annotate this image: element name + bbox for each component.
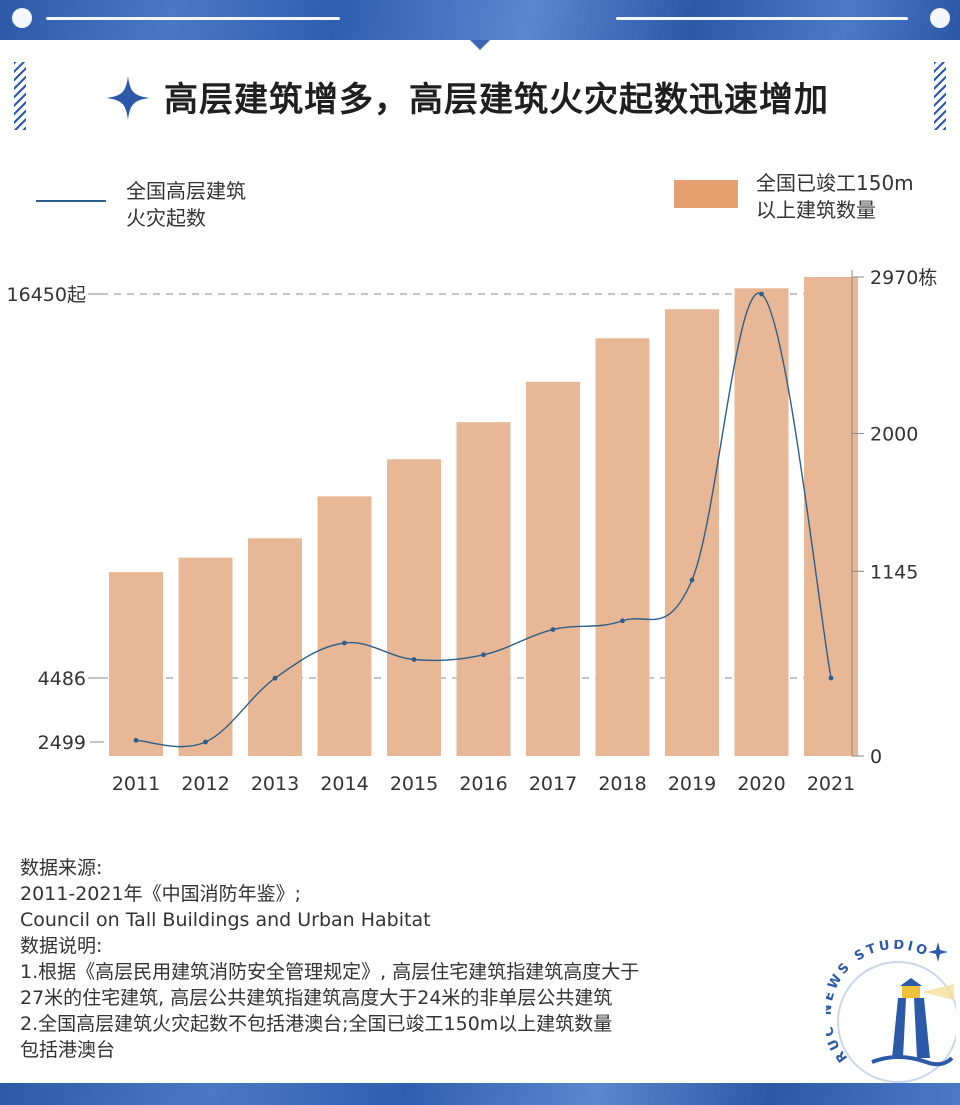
banner-line-right (616, 17, 908, 20)
star-icon (106, 76, 150, 120)
x-tick-label: 2012 (181, 773, 229, 795)
hatch-decoration-right (934, 62, 946, 130)
banner-notch (470, 40, 490, 50)
bar-2021 (804, 277, 858, 756)
bar-2011 (109, 572, 163, 756)
bar-2020 (734, 288, 789, 756)
source-line: 2011-2021年《中国消防年鉴》; (20, 883, 301, 905)
point-2011 (133, 737, 139, 743)
x-tick-label: 2017 (529, 773, 577, 795)
top-banner (0, 0, 960, 40)
banner-dot-left (12, 8, 32, 28)
page-title: 高层建筑增多，高层建筑火灾起数迅速增加 (164, 80, 829, 120)
x-axis: 2011 2012 2013 2014 2015 2016 2017 2018 2019 2020… (112, 773, 855, 795)
sources-heading: 数据来源: (20, 857, 103, 879)
logo: RUC NEWS STUDIO (826, 940, 956, 1083)
legend-line-label: 全国高层建筑 火灾起数 (126, 179, 246, 230)
left-tick-label: 4486 (38, 668, 86, 690)
left-axis: 2499 4486 16450起 (7, 284, 104, 754)
left-tick-label: 16450起 (7, 284, 86, 306)
point-2021 (828, 675, 834, 681)
note-line: 2.全国高层建筑火灾起数不包括港澳台;全国已竣工150m以上建筑数量 (20, 1013, 613, 1035)
legend-bar-label: 全国已竣工150m 以上建筑数量 (756, 171, 914, 222)
point-2019 (689, 577, 695, 583)
right-axis: 0 1145 2000 2970栋 (851, 267, 937, 768)
x-tick-label: 2018 (598, 773, 646, 795)
point-2012 (203, 739, 208, 745)
lighthouse-icon (871, 978, 954, 1067)
bar-2013 (248, 538, 302, 756)
legend-bar-swatch (674, 180, 738, 208)
banner-dot-right (930, 8, 950, 28)
bar-2015 (387, 459, 441, 756)
line-series (133, 291, 834, 748)
right-tick-label: 1145 (870, 561, 918, 583)
point-2018 (620, 618, 625, 624)
x-tick-label: 2020 (737, 773, 785, 795)
right-tick-label: 2970栋 (870, 267, 937, 289)
star-icon (928, 942, 948, 962)
right-tick-label: 2000 (870, 423, 918, 445)
point-2013 (272, 675, 278, 681)
x-tick-label: 2013 (251, 773, 299, 795)
bar-series (109, 277, 858, 756)
legend-line-swatch (36, 200, 106, 202)
hatch-decoration-left (14, 62, 26, 130)
right-tick-label: 0 (870, 746, 882, 768)
banner-line-left (46, 17, 340, 20)
note-line: 27米的住宅建筑, 高层公共建筑指建筑高度大于24米的非单层公共建筑 (20, 987, 613, 1009)
sources-notes: 数据来源: 2011-2021年《中国消防年鉴》; Council on Tal… (20, 855, 800, 1063)
x-tick-label: 2011 (112, 773, 160, 795)
bar-2012 (178, 557, 233, 756)
bar-2014 (317, 496, 372, 756)
bar-2018 (595, 338, 650, 756)
left-tick-label: 2499 (38, 732, 86, 754)
source-line: Council on Tall Buildings and Urban Habi… (20, 909, 431, 931)
point-2015 (411, 657, 417, 662)
bar-2017 (526, 381, 580, 756)
x-tick-label: 2016 (459, 773, 507, 795)
point-2014 (342, 640, 347, 646)
x-tick-label: 2019 (668, 773, 716, 795)
point-2017 (550, 627, 556, 632)
note-line: 1.根据《高层民用建筑消防安全管理规定》, 高层住宅建筑指建筑高度大于 (20, 961, 640, 983)
bottom-banner (0, 1083, 960, 1105)
note-line: 包括港澳台 (20, 1039, 116, 1061)
bar-2016 (456, 422, 511, 756)
x-tick-label: 2021 (807, 773, 855, 795)
x-tick-label: 2014 (320, 773, 368, 795)
notes-heading: 数据说明: (20, 935, 103, 957)
x-tick-label: 2015 (390, 773, 438, 795)
point-2020 (759, 291, 764, 297)
point-2016 (481, 652, 486, 658)
bar-2019 (665, 309, 719, 756)
